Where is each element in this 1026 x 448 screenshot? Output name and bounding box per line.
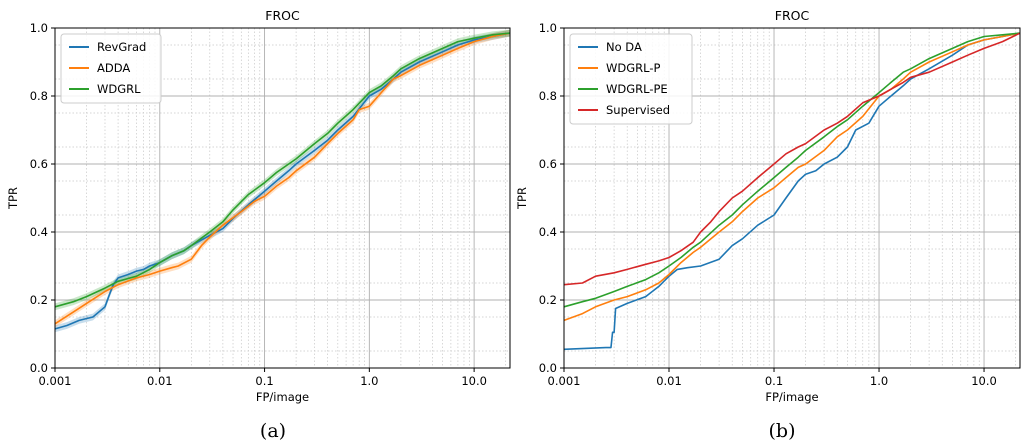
legend-label: RevGrad xyxy=(97,40,146,54)
x-tick-label: 0.01 xyxy=(147,374,173,388)
x-tick-label: 1.0 xyxy=(360,374,378,388)
series-line-0 xyxy=(563,32,1021,351)
legend-label: ADDA xyxy=(97,61,130,75)
series-band-1 xyxy=(55,29,510,328)
plot-frame xyxy=(54,27,511,369)
legend-label: WDGRL xyxy=(97,82,141,96)
y-axis-label: TPR xyxy=(6,187,20,210)
plot-frame xyxy=(563,27,1021,369)
chart-title: FROC xyxy=(265,8,300,23)
legend-label: No DA xyxy=(606,40,642,54)
legend-label: WDGRL-PE xyxy=(606,82,668,96)
y-tick-label: 0.8 xyxy=(539,89,557,103)
y-tick-label: 0.6 xyxy=(539,157,557,171)
caption-a: (a) xyxy=(259,420,287,442)
y-tick-label: 1.0 xyxy=(30,21,48,35)
chart-panel-0: 0.001 0.01 0.1 1.0 10.0 0.0 0.2 0.4 0.6 0.8 1.0 FRO… xyxy=(6,8,511,404)
chart-title: FROC xyxy=(775,8,810,23)
legend-label: Supervised xyxy=(606,103,670,117)
y-tick-label: 0.8 xyxy=(30,89,48,103)
caption-b: (b) xyxy=(768,420,796,442)
x-tick-label: 10.0 xyxy=(461,374,487,388)
x-axis-label: FP/image xyxy=(256,390,309,404)
y-tick-label: 0.2 xyxy=(539,293,557,307)
y-tick-label: 0.0 xyxy=(539,361,557,375)
chart-panel-1: 0.001 0.01 0.1 1.0 10.0 0.0 0.2 0.4 0.6 0.8 1.0 FRO… xyxy=(515,8,1021,404)
x-tick-label: 0.1 xyxy=(255,374,273,388)
x-axis-label: FP/image xyxy=(765,390,818,404)
y-tick-label: 0.0 xyxy=(30,361,48,375)
y-tick-label: 0.2 xyxy=(30,293,48,307)
series-line-2 xyxy=(563,32,1021,308)
legend-label: WDGRL-P xyxy=(606,61,660,75)
y-tick-label: 0.6 xyxy=(30,157,48,171)
x-tick-label: 0.001 xyxy=(39,374,72,388)
y-axis-label: TPR xyxy=(515,187,529,210)
x-tick-label: 0.001 xyxy=(548,374,581,388)
y-tick-label: 1.0 xyxy=(539,21,557,35)
legend-box xyxy=(60,33,162,104)
y-tick-label: 0.4 xyxy=(539,225,557,239)
x-tick-label: 10.0 xyxy=(971,374,997,388)
series-band-2 xyxy=(55,29,510,311)
legend-box xyxy=(569,33,693,125)
series-line-1 xyxy=(563,32,1021,322)
series-line-3 xyxy=(563,32,1021,286)
y-tick-label: 0.4 xyxy=(30,225,48,239)
x-tick-label: 0.1 xyxy=(765,374,783,388)
x-tick-label: 0.01 xyxy=(656,374,682,388)
series-line-2 xyxy=(54,32,511,308)
x-tick-label: 1.0 xyxy=(870,374,888,388)
series-line-1 xyxy=(54,32,511,325)
